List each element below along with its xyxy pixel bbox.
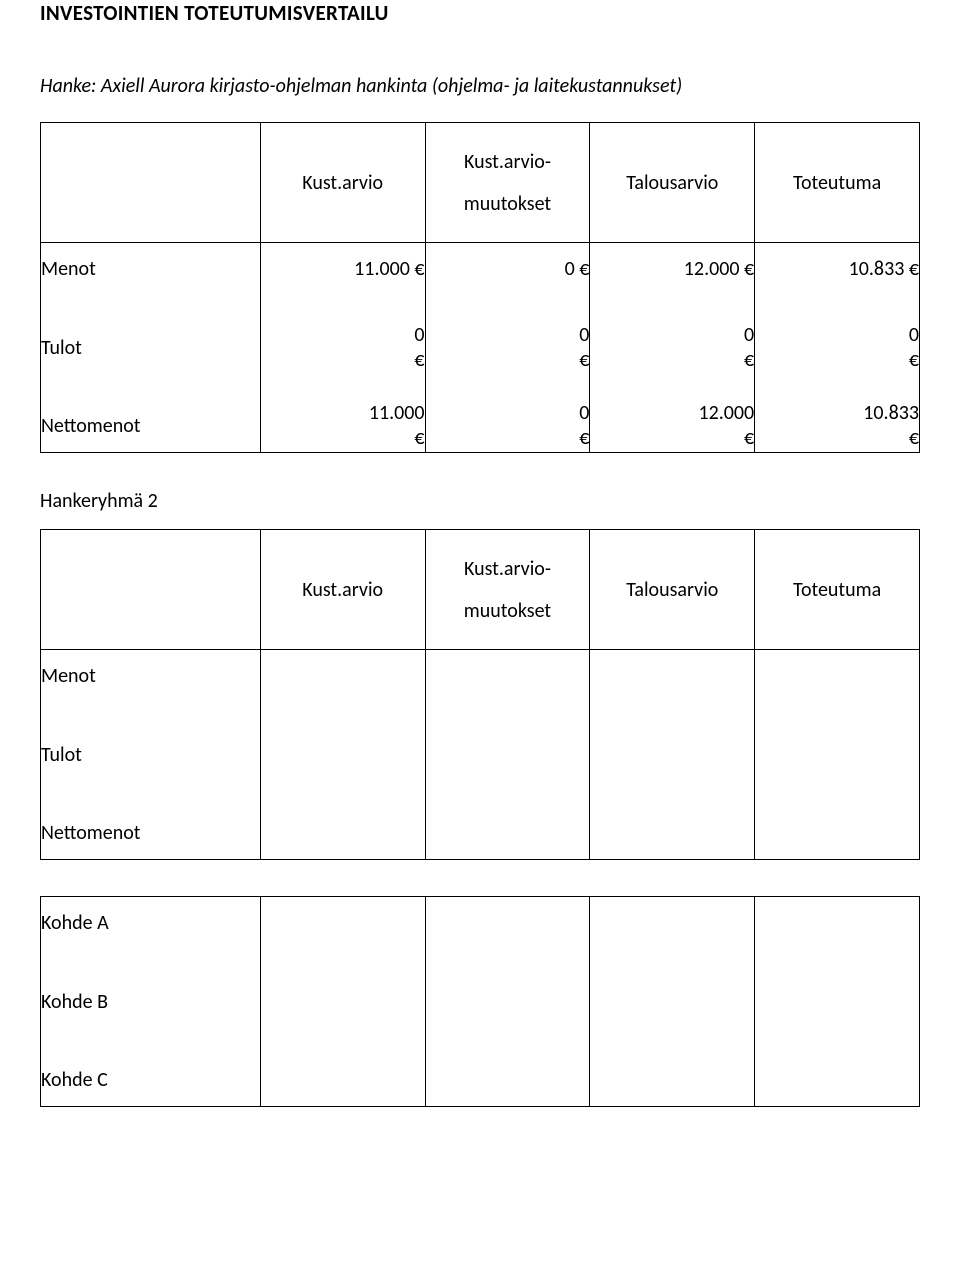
t2-header-muutokset-top: Kust.arvio- — [464, 557, 551, 581]
table-1-body-row: Menot Tulot Nettomenot 11.000 € 0 € 11.0… — [41, 243, 920, 453]
tulot-muutokset-cur: € — [579, 348, 589, 373]
table-2-labels-cell: Menot Tulot Nettomenot — [41, 650, 261, 860]
table-kohde-labels-cell: Kohde A Kohde B Kohde C — [41, 897, 261, 1107]
tulot-talousarvio: 0 € — [744, 322, 754, 374]
menot-toteutuma: 10.833 € — [849, 243, 919, 295]
table-2-body-row: Menot Tulot Nettomenot — [41, 650, 920, 860]
tulot-kustarvio: 0 € — [414, 322, 424, 374]
header-kustarvio: Kust.arvio — [260, 123, 425, 243]
t2-label-nettomenot: Nettomenot — [41, 807, 260, 859]
t2-label-tulot: Tulot — [41, 729, 260, 781]
t2-toteutuma-cell — [755, 650, 920, 860]
page-title: INVESTOINTIEN TOTEUTUMISVERTAILU — [40, 0, 920, 26]
nettomenot-muutokset-num: 0 — [579, 401, 589, 426]
tulot-muutokset-num: 0 — [579, 323, 589, 348]
nettomenot-muutokset-cur: € — [579, 426, 589, 451]
header-kustarvio-muutokset: Kust.arvio- muutokset — [425, 123, 590, 243]
kohde-col-2 — [260, 897, 425, 1107]
tulot-kustarvio-cur: € — [414, 348, 424, 373]
t2-header-kustarvio-muutokset: Kust.arvio- muutokset — [425, 530, 590, 650]
tulot-toteutuma-num: 0 — [909, 323, 919, 348]
t2-header-toteutuma: Toteutuma — [755, 530, 920, 650]
nettomenot-talousarvio: 12.000 € — [698, 400, 754, 452]
table-1-toteutuma-cell: 10.833 € 0 € 10.833 € — [755, 243, 920, 453]
nettomenot-muutokset: 0 € — [579, 400, 589, 452]
t2-label-menot: Menot — [41, 650, 260, 702]
menot-talousarvio: 12.000 € — [684, 243, 754, 295]
t2-kustarvio-cell — [260, 650, 425, 860]
table-kohde-body-row: Kohde A Kohde B Kohde C — [41, 897, 920, 1107]
table-2: Kust.arvio Kust.arvio- muutokset Talousa… — [40, 529, 920, 860]
kohde-col-3 — [425, 897, 590, 1107]
label-kohde-a: Kohde A — [41, 897, 260, 949]
menot-muutokset: 0 € — [565, 243, 590, 295]
tulot-talousarvio-num: 0 — [744, 323, 754, 348]
tulot-talousarvio-cur: € — [744, 348, 754, 373]
header-toteutuma: Toteutuma — [755, 123, 920, 243]
header-talousarvio: Talousarvio — [590, 123, 755, 243]
tulot-muutokset: 0 € — [579, 322, 589, 374]
tulot-toteutuma-cur: € — [909, 348, 919, 373]
nettomenot-kustarvio-num: 11.000 — [369, 401, 425, 426]
menot-kustarvio: 11.000 € — [354, 243, 424, 295]
label-menot: Menot — [41, 243, 260, 295]
table-1-header-row: Kust.arvio Kust.arvio- muutokset Talousa… — [41, 123, 920, 243]
label-nettomenot: Nettomenot — [41, 400, 260, 452]
table-1-kustarvio-cell: 11.000 € 0 € 11.000 € — [260, 243, 425, 453]
header-muutokset-bottom: muutokset — [464, 192, 551, 216]
label-kohde-c: Kohde C — [41, 1054, 260, 1106]
nettomenot-kustarvio: 11.000 € — [369, 400, 425, 452]
t2-header-talousarvio: Talousarvio — [590, 530, 755, 650]
tulot-toteutuma: 0 € — [909, 322, 919, 374]
tulot-kustarvio-num: 0 — [414, 323, 424, 348]
label-kohde-b: Kohde B — [41, 976, 260, 1028]
group-2-title: Hankeryhmä 2 — [40, 489, 920, 513]
nettomenot-kustarvio-cur: € — [414, 426, 424, 451]
kohde-col-5 — [755, 897, 920, 1107]
label-tulot: Tulot — [41, 322, 260, 374]
table-1-muutokset-cell: 0 € 0 € 0 € — [425, 243, 590, 453]
t2-header-kustarvio: Kust.arvio — [260, 530, 425, 650]
table-1-labels-cell: Menot Tulot Nettomenot — [41, 243, 261, 453]
nettomenot-talousarvio-cur: € — [744, 426, 754, 451]
project-subtitle: Hanke: Axiell Aurora kirjasto-ohjelman h… — [40, 74, 920, 98]
table-1: Kust.arvio Kust.arvio- muutokset Talousa… — [40, 122, 920, 453]
nettomenot-toteutuma-cur: € — [909, 426, 919, 451]
header-muutokset-top: Kust.arvio- — [464, 150, 551, 174]
header-empty — [41, 123, 261, 243]
nettomenot-toteutuma: 10.833 € — [863, 400, 919, 452]
table-1-talousarvio-cell: 12.000 € 0 € 12.000 € — [590, 243, 755, 453]
t2-header-empty — [41, 530, 261, 650]
nettomenot-talousarvio-num: 12.000 — [698, 401, 754, 426]
table-2-header-row: Kust.arvio Kust.arvio- muutokset Talousa… — [41, 530, 920, 650]
nettomenot-toteutuma-num: 10.833 — [863, 401, 919, 426]
t2-talousarvio-cell — [590, 650, 755, 860]
t2-header-muutokset-bottom: muutokset — [464, 599, 551, 623]
table-kohde: Kohde A Kohde B Kohde C — [40, 896, 920, 1107]
kohde-col-4 — [590, 897, 755, 1107]
t2-muutokset-cell — [425, 650, 590, 860]
